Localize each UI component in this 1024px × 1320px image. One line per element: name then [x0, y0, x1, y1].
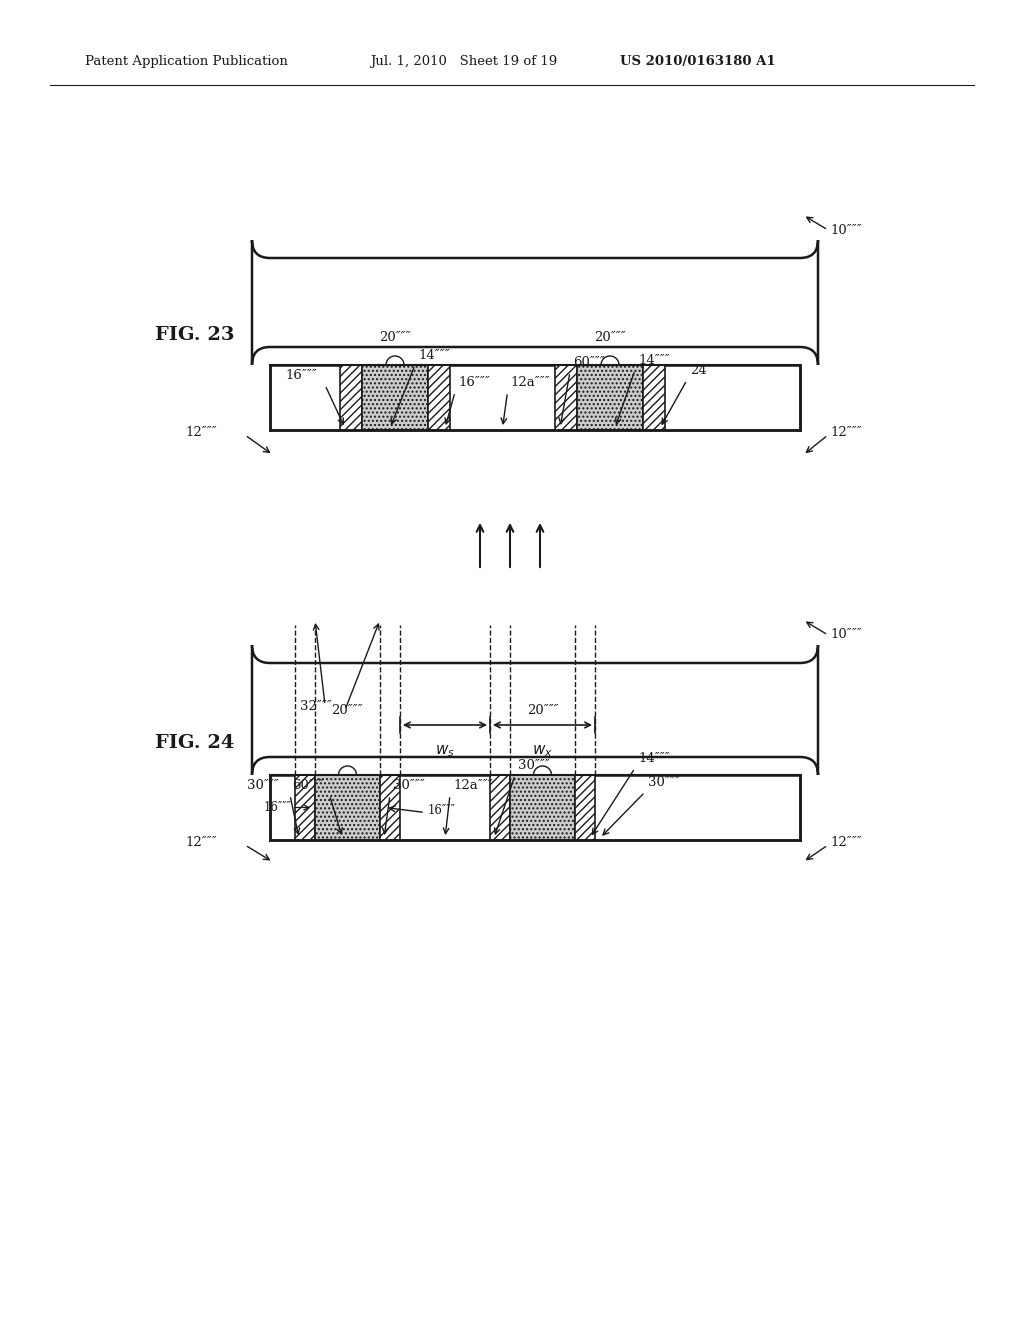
Text: 60″″″: 60″″″ [293, 779, 325, 792]
Bar [575, 775, 595, 840]
Text: 16″″″: 16″″″ [458, 376, 489, 389]
Bar [555, 366, 577, 430]
Text: US 2010/0163180 A1: US 2010/0163180 A1 [620, 55, 775, 69]
Text: 30″″″: 30″″″ [247, 779, 279, 792]
Bar [270, 366, 800, 430]
Text: 12″″″: 12″″″ [185, 426, 217, 440]
Bar [270, 775, 800, 840]
Text: 30″″″: 30″″″ [393, 779, 425, 792]
Bar [643, 366, 665, 430]
Text: 30″″″: 30″″″ [648, 776, 680, 789]
Text: 10″″″: 10″″″ [830, 628, 862, 642]
Text: 30″″″: 30″″″ [518, 759, 550, 772]
Text: $w_s$: $w_s$ [435, 743, 455, 759]
Text: 20″″″: 20″″″ [332, 704, 364, 717]
Bar [510, 775, 575, 840]
Text: 32″″″: 32″″″ [300, 700, 332, 713]
FancyBboxPatch shape [252, 645, 818, 775]
Bar [315, 775, 380, 840]
Text: 14″″″: 14″″″ [418, 348, 450, 362]
Text: Patent Application Publication: Patent Application Publication [85, 55, 288, 69]
Text: 20″″″: 20″″″ [379, 331, 411, 345]
Text: 14″″″: 14″″″ [638, 354, 670, 367]
Text: 12″″″: 12″″″ [830, 426, 862, 440]
Text: 12″″″: 12″″″ [830, 837, 862, 850]
Bar [362, 366, 428, 430]
Text: Jul. 1, 2010   Sheet 19 of 19: Jul. 1, 2010 Sheet 19 of 19 [370, 55, 557, 69]
Text: 20″″″: 20″″″ [526, 704, 558, 717]
Text: FIG. 24: FIG. 24 [155, 734, 234, 751]
Bar [295, 775, 315, 840]
Text: 10″″″: 10″″″ [830, 223, 862, 236]
Text: FIG. 23: FIG. 23 [155, 326, 234, 345]
Text: 16″″″: 16″″″ [264, 801, 292, 814]
Bar [340, 366, 362, 430]
Text: 16″″″: 16″″″ [285, 370, 316, 381]
Bar [490, 775, 510, 840]
Bar [577, 366, 643, 430]
Bar [380, 775, 400, 840]
Bar [428, 366, 450, 430]
Text: 24″″″: 24″″″ [690, 364, 722, 378]
Text: 20″″″: 20″″″ [594, 331, 626, 345]
Text: 12a″″″: 12a″″″ [511, 376, 550, 389]
FancyBboxPatch shape [252, 240, 818, 366]
Text: 16″″″: 16″″″ [428, 804, 456, 817]
Text: 12a″″″: 12a″″″ [453, 779, 493, 792]
Text: 12″″″: 12″″″ [185, 837, 217, 850]
Text: 60″″″: 60″″″ [573, 356, 605, 370]
Text: 14″″″: 14″″″ [638, 752, 670, 766]
Text: $w_x$: $w_x$ [532, 743, 553, 759]
